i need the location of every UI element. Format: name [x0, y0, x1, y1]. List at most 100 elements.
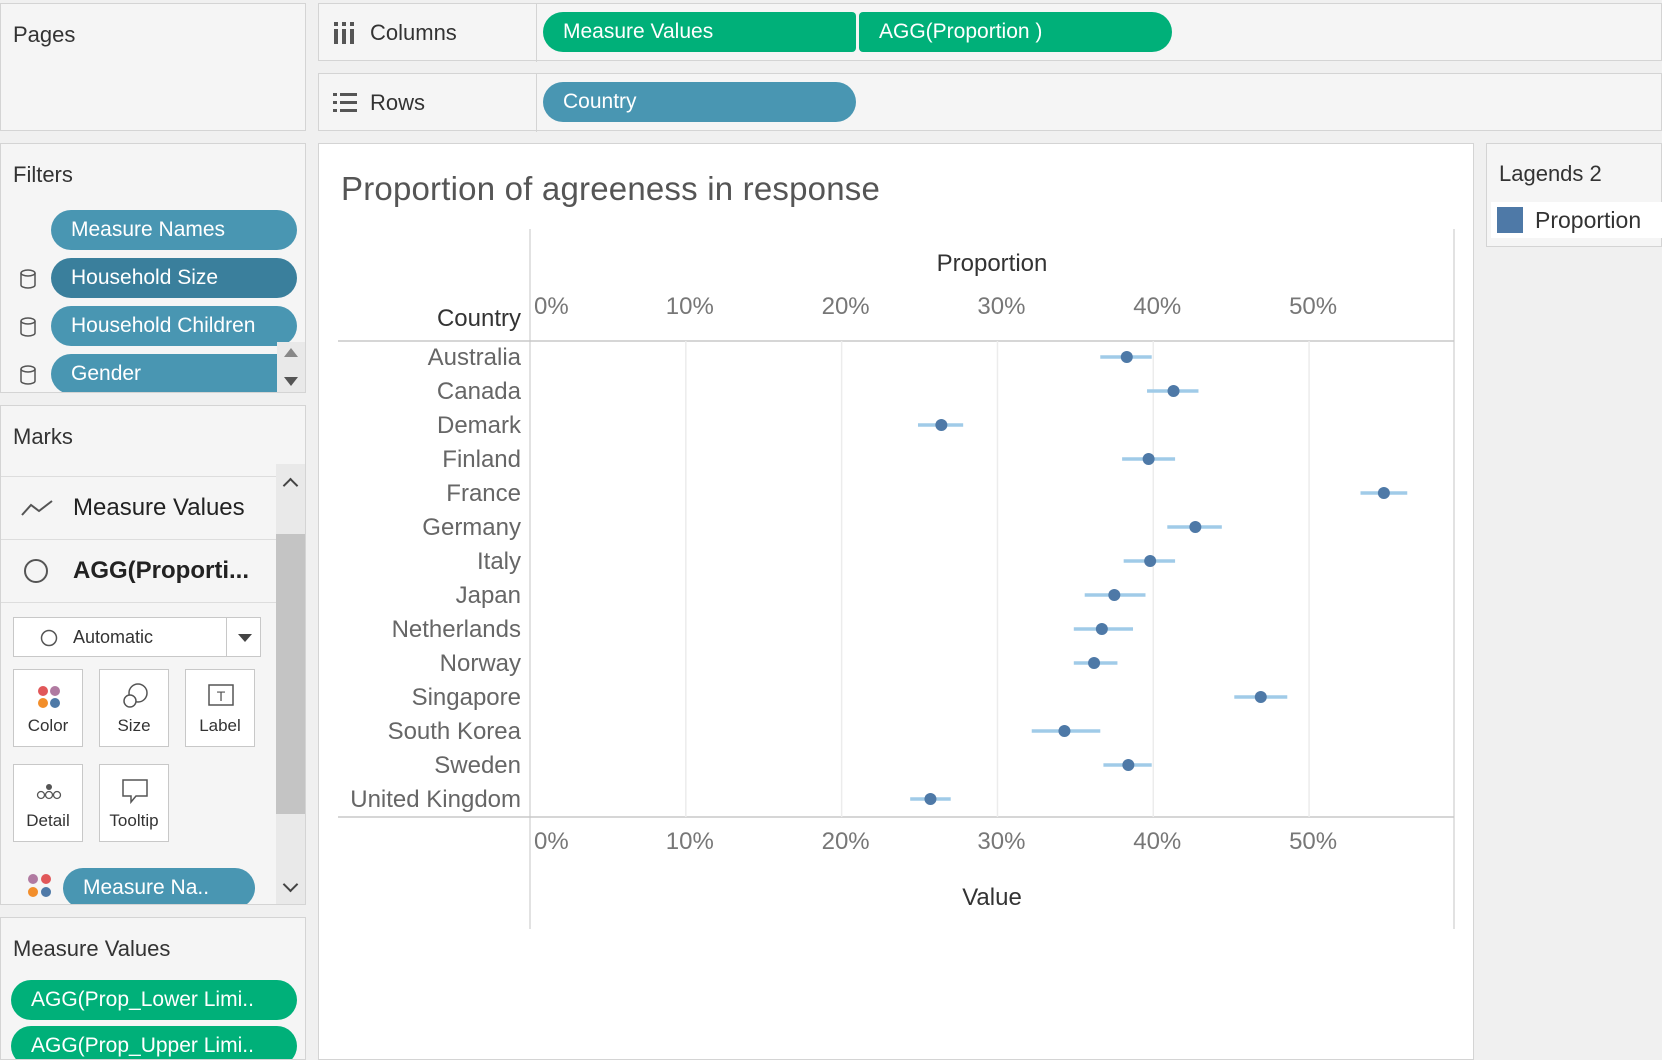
- database-icon: [20, 365, 36, 385]
- proportion-point[interactable]: [1189, 521, 1202, 533]
- columns-shelf: Columns Measure Values AGG(Proportion ): [318, 3, 1662, 62]
- filter-pill-gender[interactable]: Gender: [51, 354, 297, 392]
- top-axis-tick-label: 20%: [822, 293, 870, 320]
- marks-panel: Marks Measure Values AGG(Proporti... Aut…: [0, 405, 306, 905]
- proportion-point[interactable]: [1108, 589, 1121, 601]
- line-chart-icon: [21, 500, 53, 516]
- bottom-axis-tick-label: 20%: [822, 828, 870, 855]
- tooltip-icon: [122, 779, 148, 805]
- circle-icon: [40, 629, 58, 647]
- mark-type-label: Automatic: [73, 627, 154, 647]
- proportion-point[interactable]: [1142, 453, 1155, 465]
- size-button[interactable]: Size: [99, 669, 169, 747]
- proportion-point[interactable]: [1058, 725, 1071, 737]
- proportion-point[interactable]: [1254, 691, 1267, 703]
- chart-canvas[interactable]: Proportion Country Value 0% 10% 20% 30% 40% 5…: [319, 144, 1473, 1059]
- measure-value-pill-lower-limit[interactable]: AGG(Prop_Lower Limi..: [11, 980, 297, 1020]
- rows-label: Rows: [370, 90, 426, 115]
- pages-panel: Pages: [0, 3, 306, 131]
- top-axis-tick-label: 40%: [1133, 293, 1181, 320]
- bottom-axis-tick-label: 30%: [977, 828, 1025, 855]
- row-label-country: Japan: [456, 582, 521, 609]
- detail-icon: [36, 784, 62, 800]
- marks-layer-agg-proportion[interactable]: AGG(Proporti...: [1, 540, 276, 602]
- proportion-point[interactable]: [935, 419, 948, 431]
- color-icon: [28, 874, 51, 897]
- row-label-country: Canada: [437, 378, 522, 405]
- chart-title: Proportion of agreeness in response: [341, 170, 880, 207]
- circle-icon: [24, 559, 48, 583]
- label-button[interactable]: T Label: [185, 669, 255, 747]
- row-label-country: Norway: [440, 650, 521, 677]
- proportion-point[interactable]: [924, 793, 937, 805]
- bottom-axis-tick-label: 10%: [666, 828, 714, 855]
- label-button-label: Label: [199, 716, 241, 735]
- row-label-country: Germany: [422, 514, 521, 541]
- tooltip-button-label: Tooltip: [109, 811, 159, 830]
- top-axis-tick-label: 30%: [977, 293, 1025, 320]
- scroll-up-icon[interactable]: [284, 348, 298, 357]
- color-button[interactable]: Color: [13, 669, 83, 747]
- database-icon: [20, 317, 36, 337]
- legend-item-proportion[interactable]: Proportion: [1491, 202, 1662, 238]
- top-axis-tick-label: 50%: [1289, 293, 1337, 320]
- row-label-country: Sweden: [434, 752, 521, 779]
- proportion-point[interactable]: [1088, 657, 1101, 669]
- columns-pill-agg-proportion[interactable]: AGG(Proportion ): [859, 12, 1172, 52]
- chevron-down-icon[interactable]: [238, 634, 252, 642]
- size-icon: [123, 683, 148, 708]
- database-icon: [20, 269, 36, 289]
- measure-values-title: Measure Values: [13, 936, 171, 961]
- proportion-point[interactable]: [1122, 759, 1135, 771]
- marks-color-pill-measure-names[interactable]: Measure Na..: [63, 868, 255, 904]
- marks-layer-label: Measure Values: [73, 494, 245, 521]
- legend-item-label: Proportion: [1535, 207, 1642, 233]
- bottom-axis-tick-label: 0%: [534, 828, 569, 855]
- top-axis-tick-label: 0%: [534, 293, 569, 320]
- color-icon: [38, 686, 60, 708]
- bottom-axis-title: Value: [962, 884, 1022, 911]
- color-button-label: Color: [27, 716, 69, 735]
- marks-layer-measure-values[interactable]: Measure Values: [1, 477, 276, 539]
- top-axis-tick-label: 10%: [666, 293, 714, 320]
- filter-pill-household-children[interactable]: Household Children: [51, 306, 297, 346]
- size-button-label: Size: [117, 716, 151, 735]
- tooltip-button[interactable]: Tooltip: [99, 764, 169, 842]
- row-label-country: South Korea: [388, 718, 522, 745]
- columns-pill-measure-values[interactable]: Measure Values: [543, 12, 856, 52]
- bottom-axis-tick-label: 50%: [1289, 828, 1337, 855]
- proportion-point[interactable]: [1095, 623, 1108, 635]
- rows-pill-country[interactable]: Country: [543, 82, 856, 122]
- proportion-point[interactable]: [1144, 555, 1157, 567]
- row-label-country: Singapore: [412, 684, 521, 711]
- detail-button[interactable]: Detail: [13, 764, 83, 842]
- row-header-country: Country: [437, 305, 521, 332]
- proportion-point[interactable]: [1167, 385, 1180, 397]
- text-label-icon: T: [208, 684, 234, 706]
- filters-panel: Filters Measure Names Household Size Hou…: [0, 143, 306, 393]
- measure-values-panel: Measure Values AGG(Prop_Lower Limi.. AGG…: [0, 917, 306, 1060]
- row-label-country: Australia: [428, 344, 522, 371]
- filters-scrollbar[interactable]: [277, 342, 305, 392]
- bottom-axis-tick-label: 40%: [1133, 828, 1181, 855]
- measure-value-pill-upper-limit[interactable]: AGG(Prop_Upper Limi..: [11, 1026, 297, 1059]
- row-label-country: Demark: [437, 412, 522, 439]
- scroll-down-icon[interactable]: [284, 377, 298, 386]
- marks-layer-label: AGG(Proporti...: [73, 557, 249, 584]
- row-label-country: Italy: [477, 548, 521, 575]
- chevron-down-icon[interactable]: [282, 876, 299, 893]
- pages-title: Pages: [13, 22, 76, 47]
- chevron-up-icon[interactable]: [282, 477, 299, 494]
- proportion-point[interactable]: [1120, 351, 1133, 363]
- row-label-country: France: [446, 480, 521, 507]
- rows-shelf: Rows Country: [318, 73, 1662, 132]
- filter-pill-measure-names[interactable]: Measure Names: [51, 210, 297, 250]
- row-label-country: Finland: [442, 446, 521, 473]
- marks-scroll-thumb[interactable]: [276, 534, 305, 814]
- proportion-point[interactable]: [1377, 487, 1390, 499]
- marks-scrollbar[interactable]: [276, 464, 305, 904]
- filter-pill-household-size[interactable]: Household Size: [51, 258, 297, 298]
- mark-type-dropdown[interactable]: Automatic: [13, 617, 261, 657]
- columns-label: Columns: [370, 20, 457, 45]
- row-label-country: Netherlands: [392, 616, 521, 643]
